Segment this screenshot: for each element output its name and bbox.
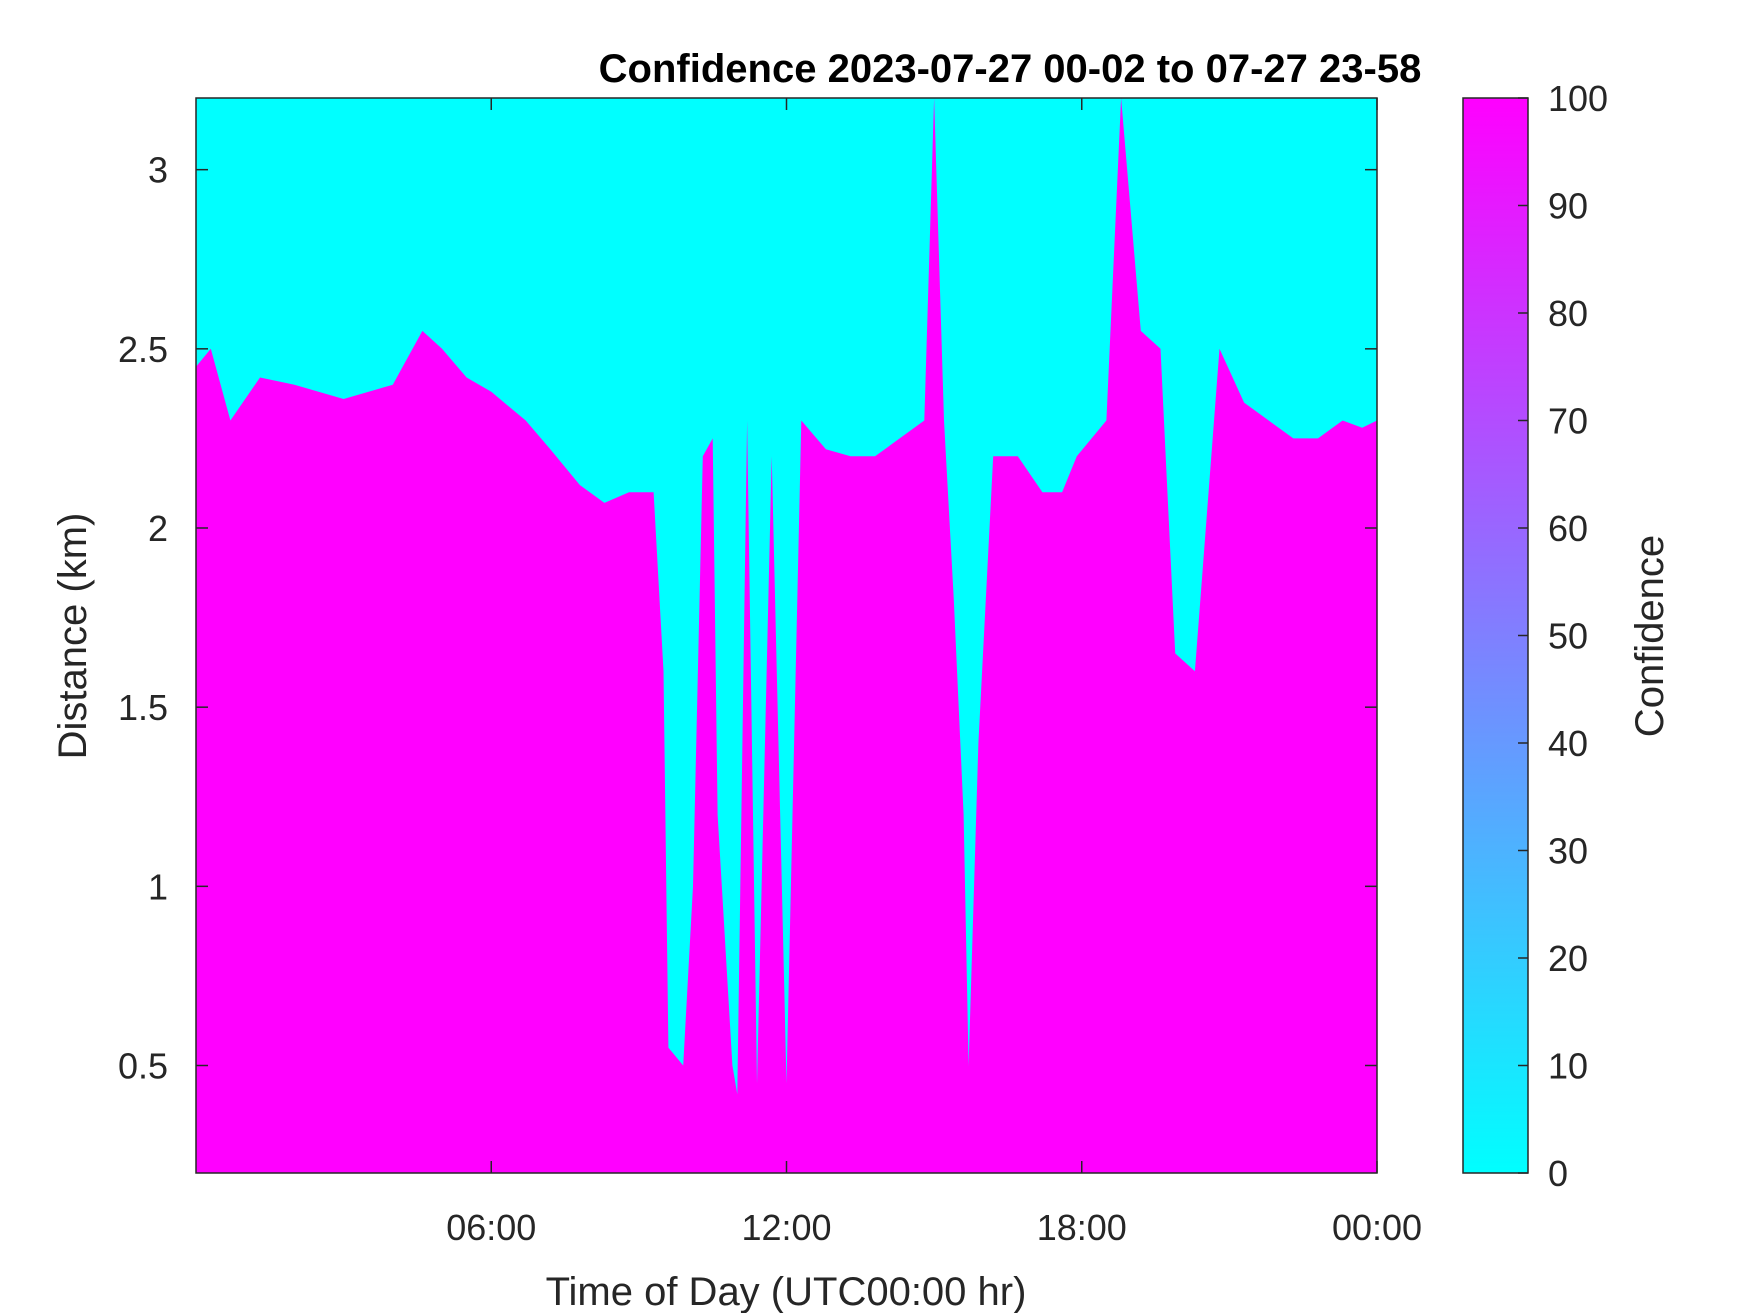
y-tick-label: 3	[148, 150, 168, 191]
colorbar-tick-label: 30	[1548, 831, 1588, 872]
colorbar-tick-label: 50	[1548, 616, 1588, 657]
y-tick-label: 1	[148, 866, 168, 907]
colorbar-tick-label: 40	[1548, 723, 1588, 764]
high-confidence-area	[196, 98, 1377, 1173]
colorbar-tick-label: 100	[1548, 78, 1608, 119]
y-tick-label: 2.5	[118, 329, 168, 370]
x-axis-label: Time of Day (UTC00:00 hr)	[546, 1270, 1027, 1313]
x-tick-label: 00:00	[1332, 1207, 1422, 1248]
y-tick-label: 1.5	[118, 687, 168, 728]
chart-title: Confidence 2023-07-27 00-02 to 07-27 23-…	[599, 47, 1422, 91]
colorbar-tick-label: 80	[1548, 293, 1588, 334]
plot-area	[195, 97, 1378, 1174]
y-axis-label: Distance (km)	[51, 513, 95, 760]
colorbar-tick-label: 90	[1548, 186, 1588, 227]
colorbar-tick-label: 70	[1548, 401, 1588, 442]
colorbar-tick-label: 10	[1548, 1046, 1588, 1087]
y-axis: 0.5 1 1.5 2 2.5 3	[118, 150, 1377, 1087]
colorbar-gradient	[1462, 97, 1529, 1174]
x-tick-label: 06:00	[446, 1207, 536, 1248]
colorbar-ticks: 0 10 20 30 40 50 60 70 80 90 100	[1518, 78, 1608, 1194]
colorbar: 0 10 20 30 40 50 60 70 80 90 100 Confidence	[1462, 78, 1672, 1194]
colorbar-tick-label: 0	[1548, 1153, 1568, 1194]
y-tick-label: 0.5	[118, 1046, 168, 1087]
y-tick-label: 2	[148, 508, 168, 549]
x-tick-label: 12:00	[741, 1207, 831, 1248]
colorbar-tick-label: 20	[1548, 938, 1588, 979]
colorbar-tick-label: 60	[1548, 508, 1588, 549]
colorbar-label: Confidence	[1628, 535, 1672, 737]
x-axis: 06:00 12:00 18:00 00:00	[446, 98, 1422, 1248]
x-tick-label: 18:00	[1037, 1207, 1127, 1248]
